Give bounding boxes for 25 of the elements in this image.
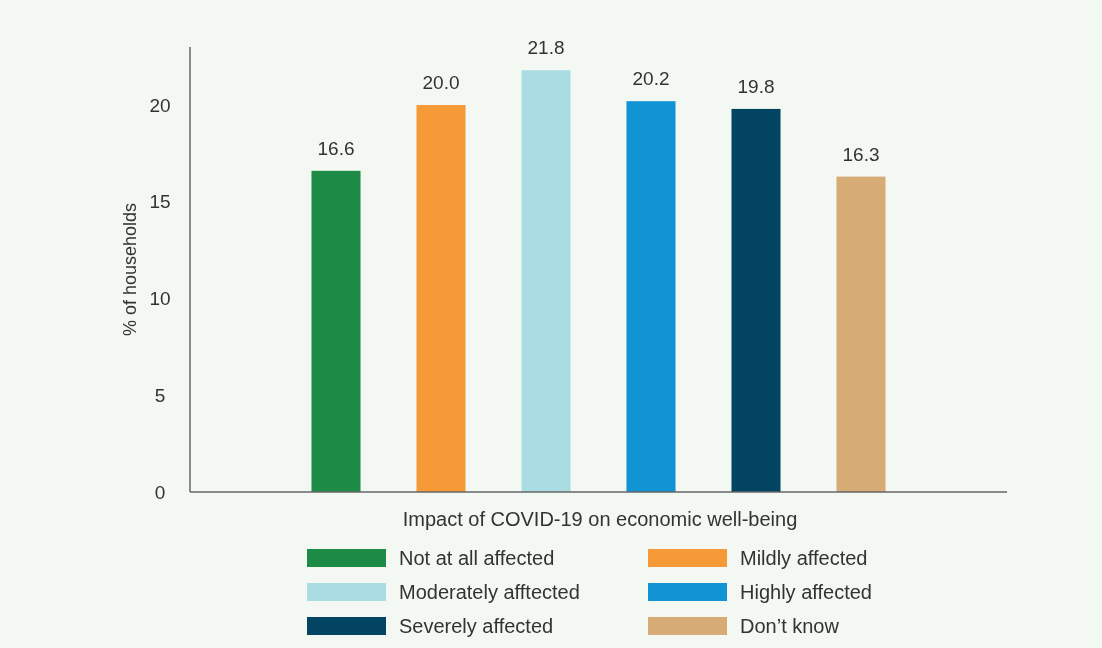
data-label: 20.2 xyxy=(632,68,670,90)
y-tick-label: 5 xyxy=(154,384,166,406)
data-label: 16.3 xyxy=(842,143,880,165)
y-tick-label: 15 xyxy=(149,191,171,213)
data-label: 21.8 xyxy=(527,37,565,59)
bar xyxy=(416,105,466,492)
y-tick-label: 20 xyxy=(149,94,171,116)
legend-label: Not at all affected xyxy=(399,547,555,569)
data-label: 16.6 xyxy=(317,137,355,159)
legend-label: Don’t know xyxy=(740,615,840,637)
bar xyxy=(731,108,781,492)
y-tick-label: 10 xyxy=(149,288,171,310)
y-axis-title: % of households xyxy=(120,202,141,337)
bar xyxy=(311,170,361,492)
x-axis-title: Impact of COVID-19 on economic well-being xyxy=(402,508,798,530)
legend-label: Severely affected xyxy=(399,615,554,637)
legend-label: Mildly affected xyxy=(740,547,868,569)
data-label: 20.0 xyxy=(422,72,460,94)
y-tick-label: 0 xyxy=(154,481,166,503)
bar xyxy=(626,101,676,492)
bar xyxy=(836,176,886,492)
legend-label: Moderately afftected xyxy=(399,581,580,603)
legend-label: Highly affected xyxy=(740,581,872,603)
data-label: 19.8 xyxy=(737,75,775,97)
bar xyxy=(521,70,571,492)
